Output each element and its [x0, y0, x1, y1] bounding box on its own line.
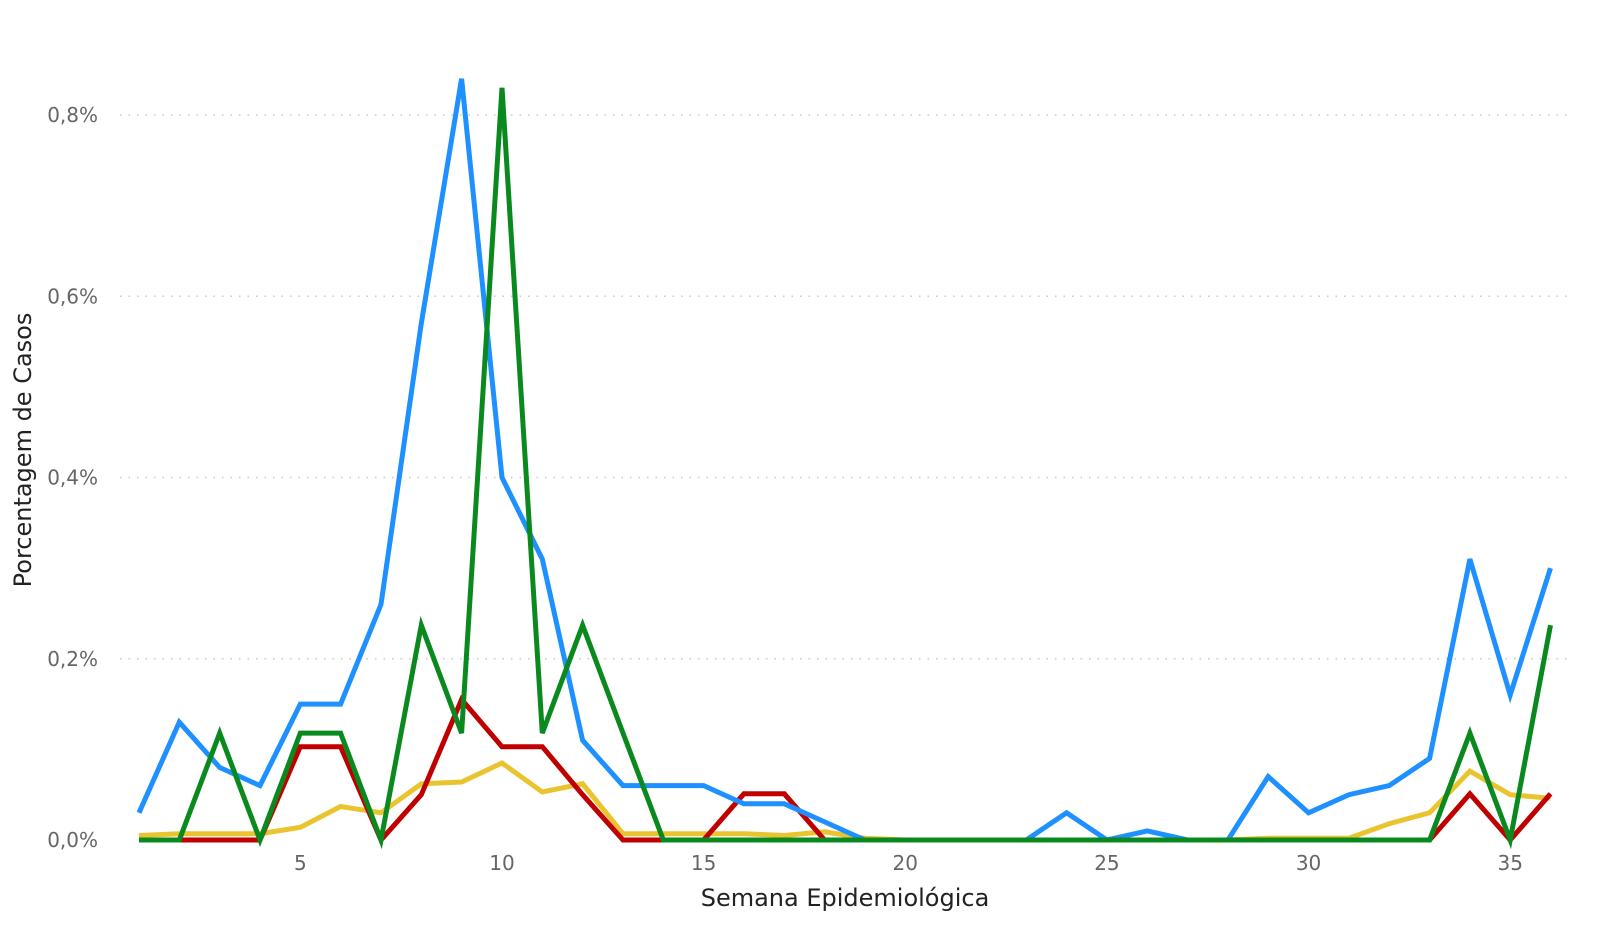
series-lines [136, 78, 1553, 850]
y-axis-ticks: 0,0% 0,2% 0,4% 0,6% 0,8% [47, 103, 98, 852]
x-tick-label: 35 [1497, 851, 1522, 875]
y-tick-label: 0,8% [47, 103, 98, 127]
x-axis-title: Semana Epidemiológica [701, 884, 990, 912]
y-tick-label: 0,6% [47, 284, 98, 308]
series-line-3 [136, 78, 1553, 843]
x-axis-ticks: 5 10 15 20 25 30 35 [294, 851, 1523, 875]
y-tick-label: 0,4% [47, 466, 98, 490]
x-tick-label: 25 [1094, 851, 1119, 875]
x-tick-label: 15 [691, 851, 716, 875]
x-tick-label: 5 [294, 851, 307, 875]
series-line-2 [139, 694, 1553, 845]
y-tick-label: 0,2% [47, 647, 98, 671]
x-tick-label: 30 [1296, 851, 1321, 875]
x-tick-label: 10 [489, 851, 514, 875]
y-tick-label: 0,0% [47, 828, 98, 852]
x-tick-label: 20 [893, 851, 918, 875]
series-line-4 [139, 87, 1553, 850]
gridlines [120, 114, 1570, 660]
y-axis-title: Porcentagem de Casos [9, 313, 37, 588]
